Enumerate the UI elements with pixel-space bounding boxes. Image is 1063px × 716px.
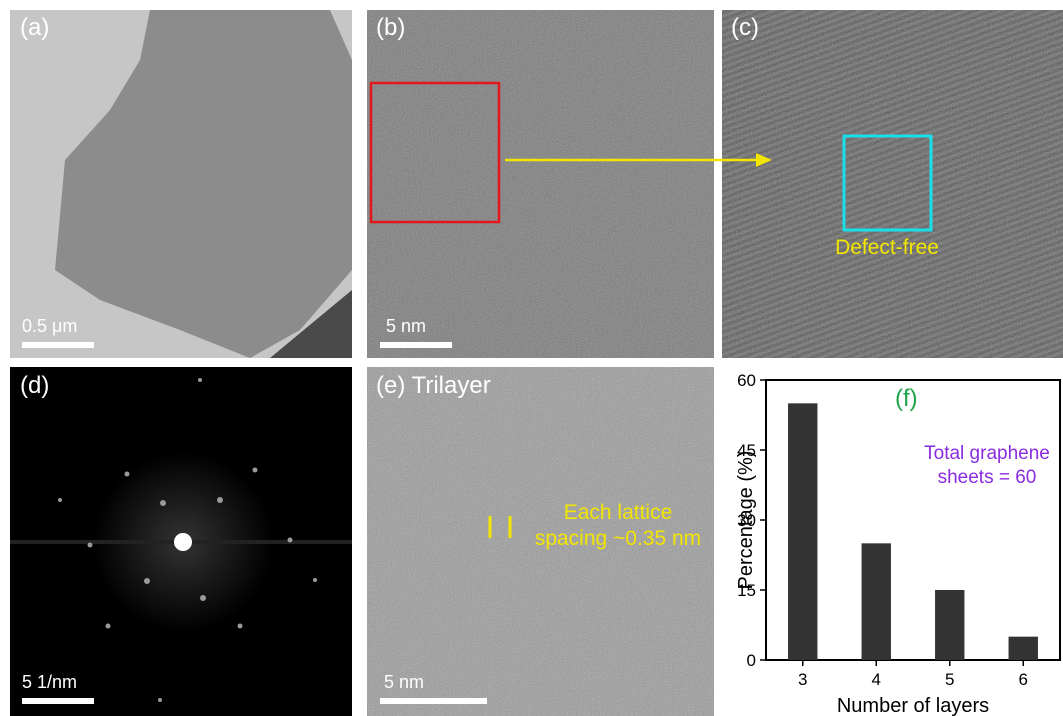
scale-label: 5 nm bbox=[386, 316, 426, 337]
panel-label: (c) bbox=[731, 14, 759, 42]
y-tick-label: 60 bbox=[737, 371, 756, 390]
panel-label: (b) bbox=[376, 14, 405, 42]
scale-bar bbox=[22, 698, 94, 704]
scale-bar bbox=[380, 698, 487, 704]
x-tick-label: 6 bbox=[1019, 670, 1028, 689]
scale-label: 5 1/nm bbox=[22, 672, 77, 693]
annotation: Each lattice spacing ~0.35 nm bbox=[528, 500, 708, 552]
page: 0153045603456Number of layersPercentage … bbox=[0, 0, 1063, 716]
scale-bar bbox=[380, 342, 452, 348]
y-axis-label: Percentage (%) bbox=[735, 451, 757, 590]
scale-label: 0.5 μm bbox=[22, 316, 77, 337]
chart-title: (f) bbox=[895, 385, 918, 413]
x-tick-label: 5 bbox=[945, 670, 954, 689]
x-tick-label: 3 bbox=[798, 670, 807, 689]
panel-label: (e) Trilayer bbox=[376, 372, 491, 400]
scale-label: 5 nm bbox=[384, 672, 424, 693]
figure: 0153045603456Number of layersPercentage … bbox=[0, 0, 1063, 716]
annotation: Total graphene sheets = 60 bbox=[912, 442, 1062, 490]
bar bbox=[862, 543, 891, 660]
scale-bar bbox=[22, 342, 94, 348]
center-spot bbox=[174, 533, 192, 551]
bar bbox=[788, 403, 817, 660]
bar bbox=[935, 590, 964, 660]
texture bbox=[722, 10, 1063, 358]
y-tick-label: 0 bbox=[747, 651, 756, 670]
x-axis-label: Number of layers bbox=[837, 695, 989, 716]
bar bbox=[1009, 637, 1038, 660]
panel-label: (a) bbox=[20, 14, 49, 42]
annotation: Defect-free bbox=[812, 236, 962, 260]
x-tick-label: 4 bbox=[872, 670, 881, 689]
panel-label: (d) bbox=[20, 372, 49, 400]
texture bbox=[367, 10, 714, 358]
